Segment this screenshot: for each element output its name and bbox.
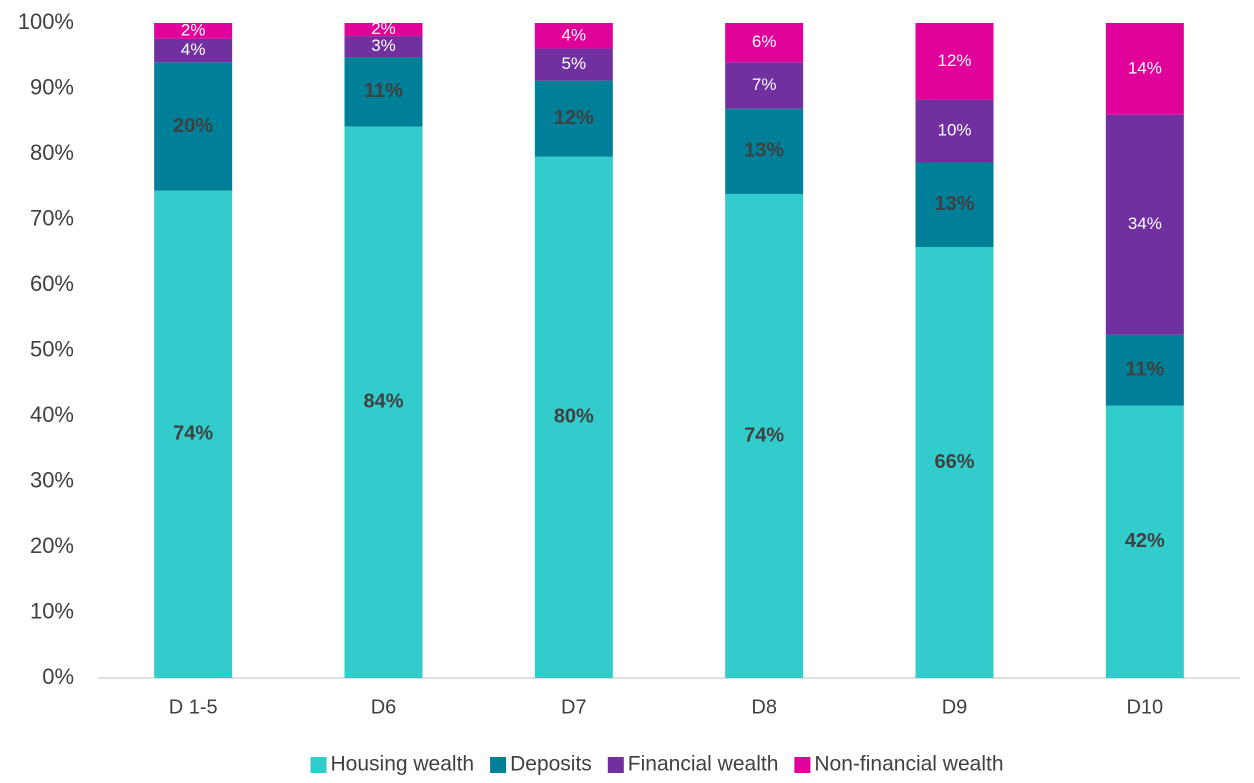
data-label: 34% [1128,214,1162,233]
data-label: 84% [363,391,403,413]
y-tick-label: 60% [30,271,74,296]
data-label: 6% [752,32,777,51]
data-label: 4% [562,25,587,44]
y-tick-label: 40% [30,402,74,427]
data-label: 12% [937,51,971,70]
y-tick-label: 90% [30,74,74,99]
bar-segment [154,23,233,39]
y-tick-label: 100% [18,9,74,34]
bar-segment [1105,405,1184,678]
bar-segment [1105,114,1184,335]
bar-segment [534,23,613,49]
y-tick-label: 70% [30,205,74,230]
x-tick-label: D 1-5 [169,696,218,718]
data-label: 7% [752,75,777,94]
y-tick-label: 50% [30,336,74,361]
y-tick-label: 30% [30,467,74,492]
bar-segment [534,80,613,157]
data-label: 3% [371,36,396,55]
bar-segment [915,247,994,678]
data-label: 5% [562,54,587,73]
data-label: 14% [1128,58,1162,77]
y-tick-label: 80% [30,140,74,165]
data-label: 2% [371,19,396,38]
legend-swatch [794,757,811,773]
bar-segment [1105,334,1184,406]
legend-swatch [490,757,507,773]
bar-segment [344,57,423,127]
bar-segment [534,48,613,81]
data-label: 11% [1125,358,1164,380]
bar-segment [534,156,613,678]
legend-label: Housing wealth [331,753,475,776]
data-label: 10% [937,121,971,140]
bar-segment [344,23,423,37]
bar-segment [154,190,233,678]
bar-segment [725,62,804,109]
bar-segment [725,23,804,63]
data-label: 11% [364,80,403,102]
data-label: 12% [554,107,594,129]
bar-segment [915,99,994,163]
legend-swatch [607,757,624,773]
y-tick-label: 20% [30,533,74,558]
x-tick-label: D6 [371,696,397,718]
data-label: 80% [554,406,594,428]
bar-segment [725,108,804,194]
data-label: 74% [173,423,213,445]
bar-segment [915,162,994,248]
bar-segment [1105,23,1184,115]
legend-label: Financial wealth [628,753,779,776]
x-tick-label: D10 [1126,696,1163,718]
data-label: 4% [181,40,206,59]
bar-segment [344,126,423,679]
x-tick-label: D9 [942,696,968,718]
y-tick-label: 10% [30,598,74,623]
data-label: 20% [173,115,213,137]
data-label: 2% [181,20,206,39]
bar-segment [915,23,994,100]
data-label: 13% [744,140,784,162]
bar-segment [344,36,423,58]
bar-segment [725,193,804,678]
data-label: 74% [744,424,784,446]
bar-segment [154,62,233,191]
x-tick-label: D7 [561,696,587,718]
legend-swatch [310,757,327,773]
data-label: 66% [934,451,974,473]
data-label: 13% [934,193,974,215]
bar-segment [154,38,233,63]
data-label: 42% [1125,530,1165,552]
legend-label: Non-financial wealth [814,753,1003,776]
y-tick-label: 0% [42,664,74,689]
legend-label: Deposits [510,753,592,776]
x-tick-label: D8 [751,696,777,718]
